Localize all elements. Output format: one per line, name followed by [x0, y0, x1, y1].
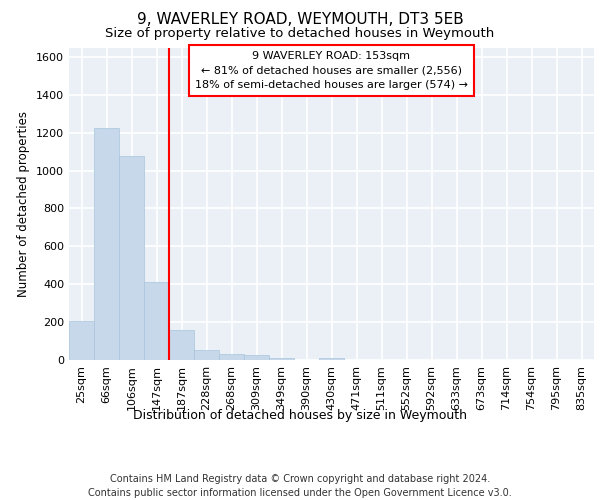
Bar	[69, 321, 94, 360]
Bar	[144, 282, 169, 360]
Text: Contains HM Land Registry data © Crown copyright and database right 2024.
Contai: Contains HM Land Registry data © Crown c…	[88, 474, 512, 498]
Bar	[94, 128, 119, 360]
Text: Distribution of detached houses by size in Weymouth: Distribution of detached houses by size …	[133, 408, 467, 422]
Bar	[244, 356, 269, 360]
Text: Size of property relative to detached houses in Weymouth: Size of property relative to detached ho…	[106, 28, 494, 40]
Bar	[169, 330, 194, 360]
Bar	[319, 358, 344, 360]
Text: 9 WAVERLEY ROAD: 153sqm
← 81% of detached houses are smaller (2,556)
18% of semi: 9 WAVERLEY ROAD: 153sqm ← 81% of detache…	[195, 50, 468, 90]
Bar	[119, 156, 144, 360]
Text: 9, WAVERLEY ROAD, WEYMOUTH, DT3 5EB: 9, WAVERLEY ROAD, WEYMOUTH, DT3 5EB	[137, 12, 463, 28]
Bar	[219, 354, 244, 360]
Y-axis label: Number of detached properties: Number of detached properties	[17, 111, 31, 296]
Bar	[194, 350, 219, 360]
Bar	[269, 358, 294, 360]
